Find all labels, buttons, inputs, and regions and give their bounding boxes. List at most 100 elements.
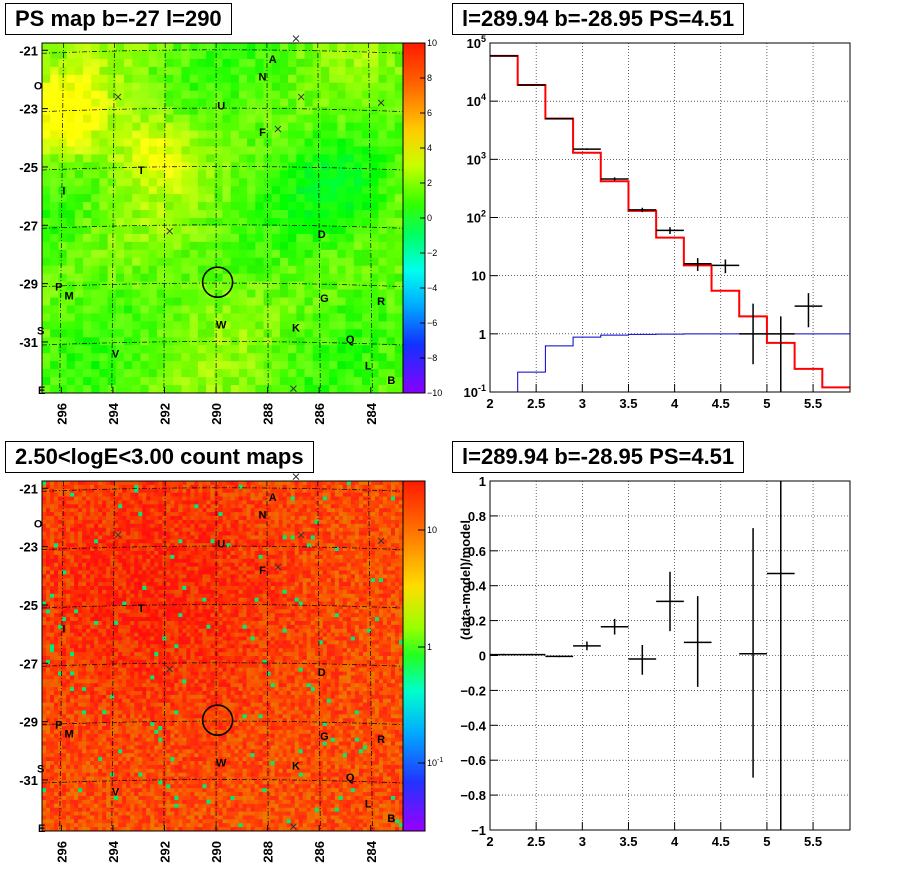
data-point — [628, 207, 657, 213]
source-label: T — [138, 165, 145, 177]
y-tick-label: 1 — [479, 327, 486, 342]
source-cross — [274, 125, 282, 133]
colorbar-label: −10 — [427, 388, 442, 398]
source-label: W — [216, 319, 227, 331]
graticule-meridian — [59, 480, 64, 832]
data-point — [573, 148, 601, 150]
graticule-parallel — [41, 662, 404, 667]
source-cross — [290, 385, 297, 392]
x-tick-label: 2 — [486, 834, 493, 849]
residual-point — [517, 653, 546, 656]
source-label: W — [216, 757, 227, 769]
source-cross — [377, 537, 385, 545]
data-point — [766, 316, 795, 392]
x-tick-label: 286 — [312, 403, 327, 425]
graticule-parallel — [41, 224, 404, 229]
source-label: F — [259, 565, 266, 577]
source-label: L — [365, 798, 372, 810]
x-tick-label: 4 — [671, 396, 679, 411]
source-label: F — [259, 127, 266, 139]
graticule-meridian — [163, 480, 166, 832]
colorbar-label: 8 — [427, 73, 432, 83]
x-tick-label: 284 — [364, 402, 379, 424]
residual-point — [545, 655, 574, 658]
source-label: N — [258, 72, 266, 84]
graticule-meridian — [111, 42, 115, 394]
source-label: V — [112, 787, 120, 799]
x-tick-label: 3 — [579, 834, 586, 849]
source-label: B — [387, 375, 395, 387]
y-axis-title: (data-model)/model — [458, 520, 473, 640]
y-tick-label: -27 — [19, 218, 38, 233]
spectrum-title: l=289.94 b=-28.95 PS=4.51 — [452, 3, 745, 35]
residual-point — [573, 641, 601, 651]
colorbar-label: −2 — [427, 248, 437, 258]
y-tick-label: 0.6 — [468, 544, 486, 559]
residual-point — [600, 618, 629, 635]
source-cross — [297, 93, 305, 101]
graticule-parallel — [41, 545, 404, 550]
data-point — [711, 259, 740, 274]
colorbar-label: 0 — [427, 213, 432, 223]
data-point — [545, 117, 574, 120]
y-tick-label: 105 — [467, 34, 486, 51]
y-tick-label: 0 — [479, 649, 486, 664]
source-label: L — [365, 360, 372, 372]
x-tick-label: 290 — [209, 841, 224, 863]
x-tick-label: 288 — [261, 403, 276, 425]
x-tick-label: 2 — [486, 396, 493, 411]
y-tick-label: 10-1 — [464, 383, 486, 400]
x-tick-label: 5 — [763, 834, 770, 849]
y-tick-label: -23 — [19, 102, 38, 117]
graticule-meridian — [266, 480, 269, 832]
source-label: A — [269, 54, 277, 66]
x-tick-label: 3.5 — [619, 396, 637, 411]
source-label: R — [377, 734, 385, 746]
y-tick-label: -21 — [19, 43, 38, 58]
colorbar-label: 10 — [427, 525, 437, 535]
graticule-parallel — [41, 49, 404, 54]
y-tick-label: 0.2 — [468, 614, 486, 629]
x-tick-label: 4.5 — [712, 396, 730, 411]
y-tick-label: 1 — [479, 474, 486, 489]
y-tick-label: 104 — [467, 92, 486, 109]
y-tick-label: -25 — [19, 598, 38, 613]
residual-point — [766, 481, 795, 830]
residual-point — [656, 571, 684, 632]
source-label: N — [258, 510, 266, 522]
source-label: O — [34, 518, 43, 530]
y-tick-label: -29 — [19, 715, 38, 730]
ps-map: 296 294 292 290 288 286 284 -21 -23 -25 -27 -29 -31 E… — [19, 35, 404, 425]
y-tick-label: -25 — [19, 160, 38, 175]
colorbar-label: −8 — [427, 353, 437, 363]
target-circle — [201, 704, 234, 736]
count-colorbar — [402, 480, 426, 832]
y-tick-label: -31 — [19, 335, 38, 350]
source-cross — [166, 665, 173, 673]
data-point — [517, 84, 546, 86]
source-label: G — [320, 731, 329, 743]
residual-point — [683, 596, 712, 687]
source-cross — [166, 227, 173, 235]
source-label: Q — [346, 772, 355, 784]
graticule-parallel — [41, 720, 404, 725]
source-cross — [292, 35, 300, 42]
graticule-meridian — [317, 42, 321, 394]
ps-colorbar-labels: 10 8 6 4 2 0 −2 −4 −6 −8 −10 — [420, 38, 442, 398]
data-point — [683, 258, 712, 272]
x-tick-label: 290 — [209, 403, 224, 425]
source-label: M — [64, 290, 73, 302]
x-tick-label: 3 — [579, 396, 586, 411]
residual-plot: 2 2.5 3 3.5 4 4.5 5 5.5 1 0.8 0.6 0.4 0.2 0 −0.2 −0.4 −0… — [458, 474, 851, 849]
x-tick-label: 296 — [54, 403, 69, 425]
target-circle — [201, 266, 234, 298]
x-tick-label: 4 — [671, 834, 679, 849]
source-cross — [114, 93, 122, 101]
x-tick-label: 292 — [157, 403, 172, 425]
source-label: D — [318, 229, 326, 241]
source-cross — [290, 823, 297, 830]
graticule-meridian — [59, 42, 64, 394]
x-tick-label: 288 — [261, 841, 276, 863]
source-label: M — [64, 728, 73, 740]
source-cross — [274, 563, 282, 571]
